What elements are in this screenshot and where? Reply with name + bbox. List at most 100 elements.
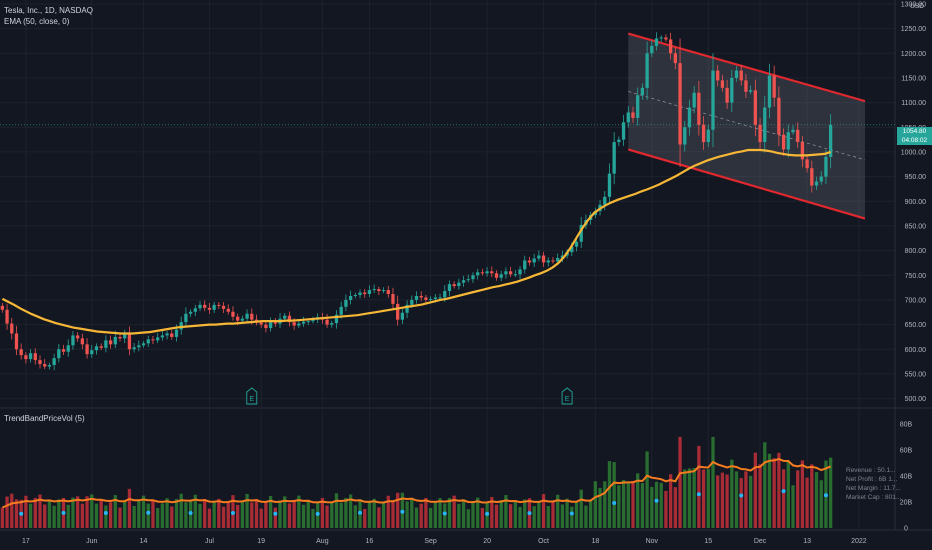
volume-bar <box>240 500 245 528</box>
candle-body <box>28 353 33 360</box>
symbol-title[interactable]: Tesla, Inc., 1D, NASDAQ <box>4 6 93 15</box>
volume-bar <box>523 499 527 528</box>
candle-body <box>14 333 19 350</box>
symbol-legend[interactable]: Tesla, Inc., 1D, NASDAQ EMA (50, close, … <box>4 5 93 27</box>
candle-body <box>76 335 80 339</box>
price-channel[interactable] <box>627 32 866 220</box>
volume-signal-dot <box>273 511 278 516</box>
candle-body <box>701 124 706 143</box>
volume-bar <box>701 469 706 528</box>
candle-body <box>739 70 743 81</box>
volume-bar <box>725 474 729 528</box>
volume-bar <box>828 457 833 528</box>
volume-bar <box>588 500 593 528</box>
candle-body <box>781 134 786 150</box>
candle-body <box>156 337 160 341</box>
volume-bar <box>565 498 569 528</box>
candle-body <box>490 271 494 274</box>
time-tick-label: Jul <box>205 538 214 545</box>
earnings-marker[interactable]: E <box>561 387 573 405</box>
candle-body <box>626 112 630 123</box>
candle-body <box>428 298 433 300</box>
channel-fill-area[interactable] <box>628 33 865 219</box>
candle-body <box>471 275 475 280</box>
volume-bar <box>574 501 579 528</box>
candle-body <box>127 333 132 350</box>
volume-bar <box>363 508 367 528</box>
volume-signal-dot <box>569 511 574 516</box>
volume-legend[interactable]: TrendBandPriceVol (5) <box>4 413 85 424</box>
volume-bar <box>518 506 522 528</box>
candle-body <box>796 129 800 143</box>
candle-body <box>174 329 179 337</box>
volume-bar <box>541 494 546 528</box>
channel-upper-line <box>627 32 866 103</box>
candle-body <box>819 176 823 182</box>
candle-body <box>400 312 405 320</box>
volume-bar <box>711 436 715 528</box>
candle-body <box>607 173 612 197</box>
volume-bar <box>287 503 292 528</box>
candle-body <box>325 319 329 325</box>
volume-pane <box>0 436 833 528</box>
volume-bar <box>372 498 376 528</box>
volume-bar <box>645 451 649 528</box>
candle-body <box>236 316 240 321</box>
candle-body <box>141 343 146 346</box>
volume-bar <box>739 478 743 528</box>
candle-body <box>19 349 23 356</box>
volume-bar <box>0 507 5 528</box>
earnings-icon <box>561 387 573 405</box>
time-tick-label: 13 <box>803 538 811 545</box>
candle-body <box>193 308 197 312</box>
ema-legend[interactable]: EMA (50, close, 0) <box>4 17 70 26</box>
volume-bar <box>419 503 423 528</box>
volume-bar <box>104 505 108 528</box>
candle-body <box>80 338 85 345</box>
volume-bar <box>457 503 461 528</box>
candle-body <box>99 346 103 348</box>
fund-net-margin: Net Margin : 11.7... <box>846 485 901 492</box>
volume-bar <box>396 492 400 528</box>
candle-body <box>433 297 437 299</box>
earnings-marker[interactable]: E <box>246 387 258 405</box>
candle-body <box>673 53 677 64</box>
price-tick-label: 750.00 <box>905 273 927 280</box>
volume-bar <box>80 503 85 528</box>
volume-bar <box>471 502 475 528</box>
volume-signal-dot <box>823 493 828 498</box>
candle-body <box>828 124 833 157</box>
earnings-icon <box>246 387 258 405</box>
volume-bar <box>551 501 555 528</box>
volume-bar <box>461 499 466 528</box>
time-tick-label: Aug <box>316 538 329 545</box>
candle-body <box>654 38 659 46</box>
volume-signal-dot <box>696 492 701 497</box>
candle-body <box>386 290 390 295</box>
candle-body <box>66 345 70 352</box>
volume-bar <box>193 494 197 528</box>
candle-body <box>447 284 452 292</box>
candle-body <box>94 346 99 351</box>
candle-body <box>203 304 207 308</box>
volume-indicator-title[interactable]: TrendBandPriceVol (5) <box>4 414 85 423</box>
volume-bar <box>203 498 207 528</box>
volume-bar <box>410 497 414 528</box>
volume-bar <box>123 500 127 528</box>
volume-bar <box>28 503 33 528</box>
volume-bar <box>612 462 616 528</box>
candle-body <box>810 168 814 186</box>
candle-body <box>217 304 221 306</box>
volume-signal-dot <box>315 511 320 516</box>
candle-body <box>645 53 649 88</box>
volume-bar <box>805 477 809 528</box>
volume-bar <box>250 502 254 528</box>
volume-bar <box>650 486 654 528</box>
volume-bar <box>748 475 753 528</box>
candle-body <box>461 280 466 283</box>
volume-bar <box>311 508 315 528</box>
candle-body <box>734 70 739 78</box>
candle-body <box>518 269 522 275</box>
